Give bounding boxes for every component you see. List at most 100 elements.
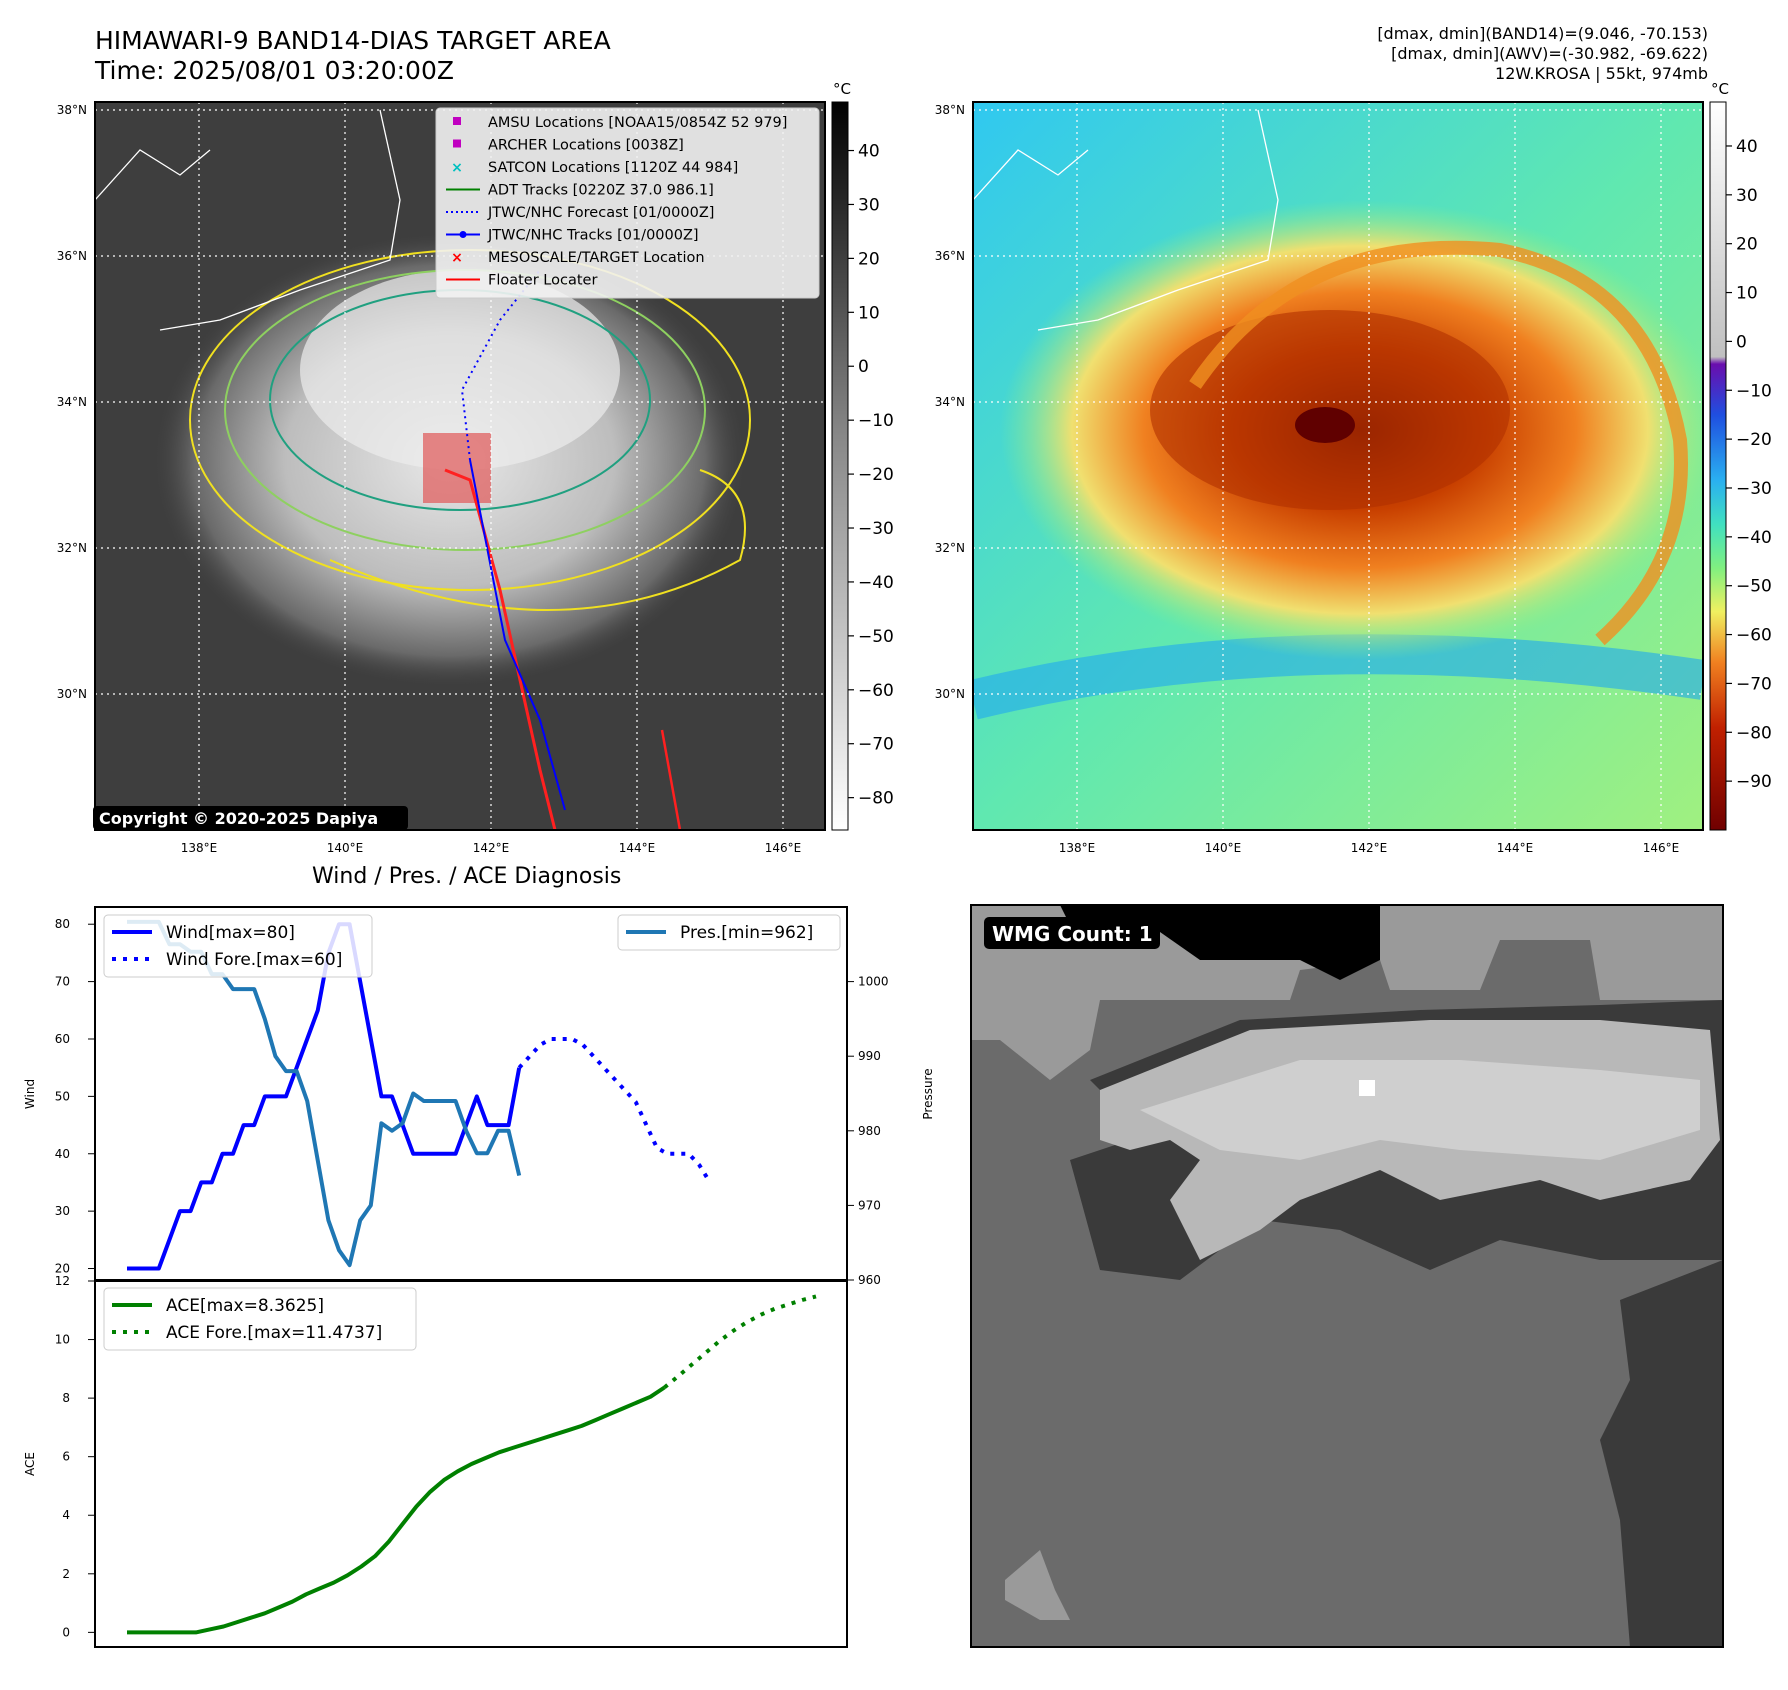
wind-fore-legend-label: Wind Fore.[max=60]: [166, 950, 342, 970]
colorbar-tick-label: −30: [1736, 479, 1772, 499]
ir-colorbar-unit: °C: [833, 80, 851, 98]
floater-track: [444, 468, 557, 830]
ir-lat-32: 32°N: [57, 541, 87, 555]
colorbar-tick-label: −60: [1736, 626, 1772, 646]
ir-lon-144: 144°E: [619, 841, 656, 855]
legend-item-label: SATCON Locations [1120Z 44 984]: [488, 160, 738, 176]
colorbar-tick-label: 10: [1736, 284, 1758, 304]
ir-legend: AMSU Locations [NOAA15/0854Z 52 979] ARCH…: [435, 107, 820, 299]
ir-lon-labels: 138°E 140°E 142°E 144°E 146°E: [181, 841, 802, 855]
ir-lat-34: 34°N: [57, 395, 87, 409]
colorbar-tick-label: −90: [1736, 772, 1772, 792]
ir-lon-146: 146°E: [765, 841, 802, 855]
figure-time: Time: 2025/08/01 03:20:00Z: [95, 56, 454, 85]
awv-stats: [dmax, dmin](AWV)=(-30.982, -69.622): [1391, 44, 1708, 63]
legend-box: [435, 107, 820, 299]
legend-x-marker: ×: [451, 160, 463, 176]
wind-ytick-label: 50: [55, 1089, 70, 1103]
pressure-ytick-label: 980: [858, 1124, 881, 1138]
floater-box: [423, 433, 491, 503]
colorbar-tick-label: 0: [858, 357, 869, 377]
wmg-label-box: [984, 917, 1160, 949]
awv-coastline: [973, 109, 1279, 331]
ir-lon-138: 138°E: [181, 841, 218, 855]
legend-x-marker: ×: [451, 250, 463, 266]
wmg-bright-region: [1140, 1060, 1700, 1160]
figure-title: HIMAWARI-9 BAND14-DIAS TARGET AREA: [95, 26, 611, 55]
wind-ytick-label: 20: [55, 1262, 70, 1276]
pressure-ytick-label: 960: [858, 1273, 881, 1287]
wind-ytick-label: 30: [55, 1204, 70, 1218]
ace-ytick-label: 0: [62, 1625, 70, 1639]
ace-ytick-label: 4: [62, 1508, 70, 1522]
colorbar-tick-label: −80: [1736, 723, 1772, 743]
pres-legend-box: [617, 914, 841, 951]
ir-lat-36: 36°N: [57, 249, 87, 263]
awv-lat-36: 36°N: [935, 249, 965, 263]
colorbar-tick-label: 40: [1736, 137, 1758, 157]
ace-panel: ACE 0 2 4 6 8 10 12 ACE[max=8.3625] ACE Fore.[…: [23, 1274, 848, 1648]
colorbar-tick-label: 20: [1736, 235, 1758, 255]
awv-lat-labels: 38°N 36°N 34°N 32°N 30°N: [935, 103, 965, 701]
wind-ytick-label: 40: [55, 1147, 70, 1161]
colorbar-tick-label: −60: [858, 681, 894, 701]
legend-item-label: ARCHER Locations [0038Z]: [488, 138, 684, 154]
ace-ytick-label: 6: [62, 1450, 70, 1464]
awv-frame: [972, 101, 1704, 831]
awv-colorbar-unit: °C: [1711, 80, 1729, 98]
legend-item-label: AMSU Locations [NOAA15/0854Z 52 979]: [488, 115, 787, 131]
ir-coastline: [95, 109, 401, 331]
ir-lat-30: 30°N: [57, 687, 87, 701]
jtwc-track: [469, 459, 566, 811]
legend-dot-marker: [459, 231, 467, 238]
wind-ytick-label: 70: [55, 975, 70, 989]
wind-ytick-label: 60: [55, 1032, 70, 1046]
awv-lon-142: 142°E: [1351, 841, 1388, 855]
wind-ylabel: Wind: [23, 1079, 37, 1109]
ace-ytick-label: 10: [55, 1333, 70, 1347]
colorbar-tick-label: 10: [858, 303, 880, 323]
awv-lat-34: 34°N: [935, 395, 965, 409]
awv-lat-32: 32°N: [935, 541, 965, 555]
pressure-ytick-label: 990: [858, 1049, 881, 1063]
awv-map-panel: 38°N 36°N 34°N 32°N 30°N 138°E 140°E 142…: [935, 80, 1772, 855]
ir-colorbar: [831, 101, 849, 831]
storm-info: 12W.KROSA | 55kt, 974mb: [1495, 64, 1708, 83]
colorbar-tick-label: 30: [1736, 186, 1758, 206]
colorbar-tick-label: −50: [1736, 577, 1772, 597]
legend-item-label: MESOSCALE/TARGET Location: [488, 250, 705, 266]
ace-series-line: [127, 1385, 666, 1635]
wind-legend-box: [103, 914, 373, 978]
colorbar-tick-label: 30: [858, 195, 880, 215]
ace-ylabel: ACE: [23, 1452, 37, 1476]
colorbar-tick-label: −20: [1736, 430, 1772, 450]
ace-ytick-label: 2: [62, 1567, 70, 1581]
ace-ytick-label: 12: [55, 1274, 70, 1288]
wind-ytick-label: 80: [55, 917, 70, 931]
colorbar-tick-label: 20: [858, 249, 880, 269]
ace-legend: ACE[max=8.3625] ACE Fore.[max=11.4737]: [103, 1287, 417, 1351]
colorbar-tick-label: −40: [858, 573, 894, 593]
copyright-text: Copyright © 2020-2025 Dapiya: [99, 809, 378, 828]
wind-legend: Wind[max=80] Wind Fore.[max=60] Pres.[mi…: [103, 914, 841, 978]
awv-lon-138: 138°E: [1059, 841, 1096, 855]
ir-map-panel: 38°N 36°N 34°N 32°N 30°N 138°E 140°E 142…: [57, 80, 894, 855]
colorbar-tick-label: −30: [858, 519, 894, 539]
ir-frame: [94, 101, 826, 831]
ir-cold-core: [300, 270, 620, 470]
colorbar-tick-label: −50: [858, 627, 894, 647]
awv-spiral-band: [1189, 240, 1688, 646]
awv-lon-140: 140°E: [1205, 841, 1242, 855]
ace-legend-box: [103, 1287, 417, 1351]
wmg-gray-patch: [1005, 1550, 1070, 1620]
awv-eye-region: [1295, 407, 1355, 443]
colorbar-tick-label: −70: [858, 735, 894, 755]
colorbar-tick-label: −20: [858, 465, 894, 485]
ir-lat-38: 38°N: [57, 103, 87, 117]
wmg-gray-region: [971, 905, 1723, 1080]
ir-outer-band: [329, 469, 746, 611]
band14-stats: [dmax, dmin](BAND14)=(9.046, -70.153): [1377, 24, 1708, 43]
wmg-count-label: WMG Count: 1: [992, 922, 1153, 946]
copyright-box: [93, 806, 408, 830]
